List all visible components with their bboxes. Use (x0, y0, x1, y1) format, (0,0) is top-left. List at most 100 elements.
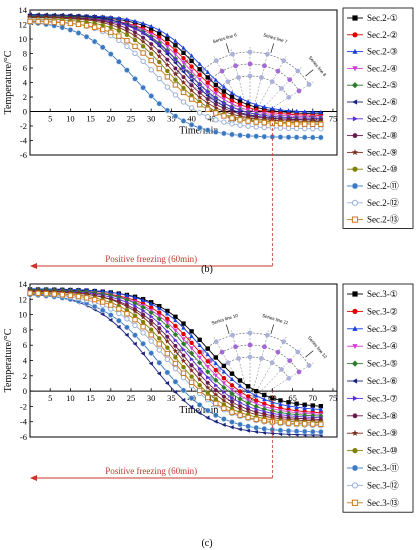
inset-node (213, 58, 219, 64)
data-point (165, 320, 170, 326)
data-point (196, 376, 203, 382)
data-point (108, 302, 114, 308)
data-point (43, 19, 49, 25)
data-point (116, 324, 121, 330)
data-point (108, 29, 114, 36)
inset-node (247, 73, 253, 79)
data-point (124, 316, 130, 322)
data-point (221, 89, 227, 94)
data-point (205, 415, 210, 420)
data-point (180, 341, 187, 347)
data-point (245, 384, 251, 389)
inset-series-label: Series line 11 (262, 313, 290, 326)
data-point (213, 367, 219, 373)
inset-ray (213, 337, 251, 404)
data-point (196, 110, 203, 116)
inset-leader (226, 324, 230, 335)
panel-c: -6-4-20246810121451015202530354045505560… (3, 279, 414, 549)
data-point (221, 405, 227, 411)
data-point (196, 124, 203, 131)
data-point (229, 402, 235, 408)
data-point (173, 317, 178, 323)
legend-marker (352, 66, 358, 72)
legend-label: Sec.3-⑧ (367, 411, 398, 421)
data-point (83, 33, 90, 40)
legend-marker (351, 499, 359, 506)
data-point (213, 400, 219, 407)
data-point (213, 117, 219, 123)
inset-leader (270, 43, 274, 54)
data-point (173, 355, 178, 360)
legend-entry: Sec.2-② (347, 30, 398, 40)
inset-node (306, 82, 312, 87)
data-point (229, 131, 235, 138)
data-point (91, 18, 98, 24)
data-point (181, 397, 186, 403)
inset-node (279, 367, 284, 372)
legend-label: Sec.3-⑦ (367, 393, 398, 403)
data-point (157, 305, 162, 311)
data-point (197, 349, 202, 355)
x-tick-label: 75 (329, 114, 338, 124)
legend-marker (352, 99, 358, 105)
data-point (254, 393, 259, 398)
legend-label: Sec.3-③ (367, 324, 398, 334)
x-tick-label: 40 (187, 114, 196, 124)
data-point (261, 425, 268, 432)
legend-entry: Sec.3-⑩ (347, 446, 398, 456)
inset-node (296, 369, 302, 375)
data-point (180, 374, 187, 381)
data-point (213, 87, 219, 92)
data-point (253, 124, 259, 130)
data-point (197, 382, 202, 388)
inset-node (247, 49, 253, 55)
data-point (108, 317, 113, 323)
data-point (237, 132, 243, 139)
legend-marker (352, 344, 358, 350)
inset-leader (270, 324, 274, 335)
inset-node (306, 363, 312, 368)
data-point (116, 15, 122, 20)
y-tick-label: 4 (23, 78, 28, 88)
data-point (172, 348, 179, 354)
data-point (301, 421, 308, 427)
data-point (165, 49, 170, 54)
data-point (220, 416, 227, 422)
inset-node (287, 358, 293, 364)
legend-label: Sec.3-⑬ (367, 498, 399, 508)
data-point (148, 57, 154, 64)
data-point (99, 307, 106, 314)
inset-node (236, 75, 241, 80)
data-point (116, 28, 122, 33)
data-point (237, 421, 243, 428)
data-point (238, 400, 243, 405)
y-tick-label: 0 (23, 107, 27, 117)
data-point (310, 421, 316, 427)
data-point (140, 297, 146, 302)
data-point (35, 18, 41, 25)
data-point (43, 290, 49, 297)
data-point (197, 72, 202, 78)
legend-label: Sec.3-② (367, 306, 398, 316)
legend-marker (351, 464, 359, 472)
data-point (221, 397, 227, 403)
inset-node (286, 375, 292, 381)
data-point (221, 363, 227, 369)
data-point (205, 100, 211, 106)
legend-entry: Sec.2-⑤ (347, 80, 398, 90)
legend-entry: Sec.3-⑦ (347, 393, 398, 403)
data-point (91, 296, 98, 303)
inset-node (230, 332, 235, 338)
data-point (261, 417, 267, 424)
data-point (318, 109, 323, 115)
x-axis-label: Time/min (179, 126, 218, 137)
data-point (164, 356, 171, 363)
data-point (67, 292, 74, 299)
data-point (310, 109, 315, 114)
legend-entry: Sec.2-⑪ (347, 181, 399, 191)
x-tick-label: 10 (66, 114, 75, 124)
data-point (116, 37, 122, 44)
data-point (148, 321, 154, 327)
y-tick-label: 8 (23, 49, 27, 59)
data-point (148, 332, 154, 338)
